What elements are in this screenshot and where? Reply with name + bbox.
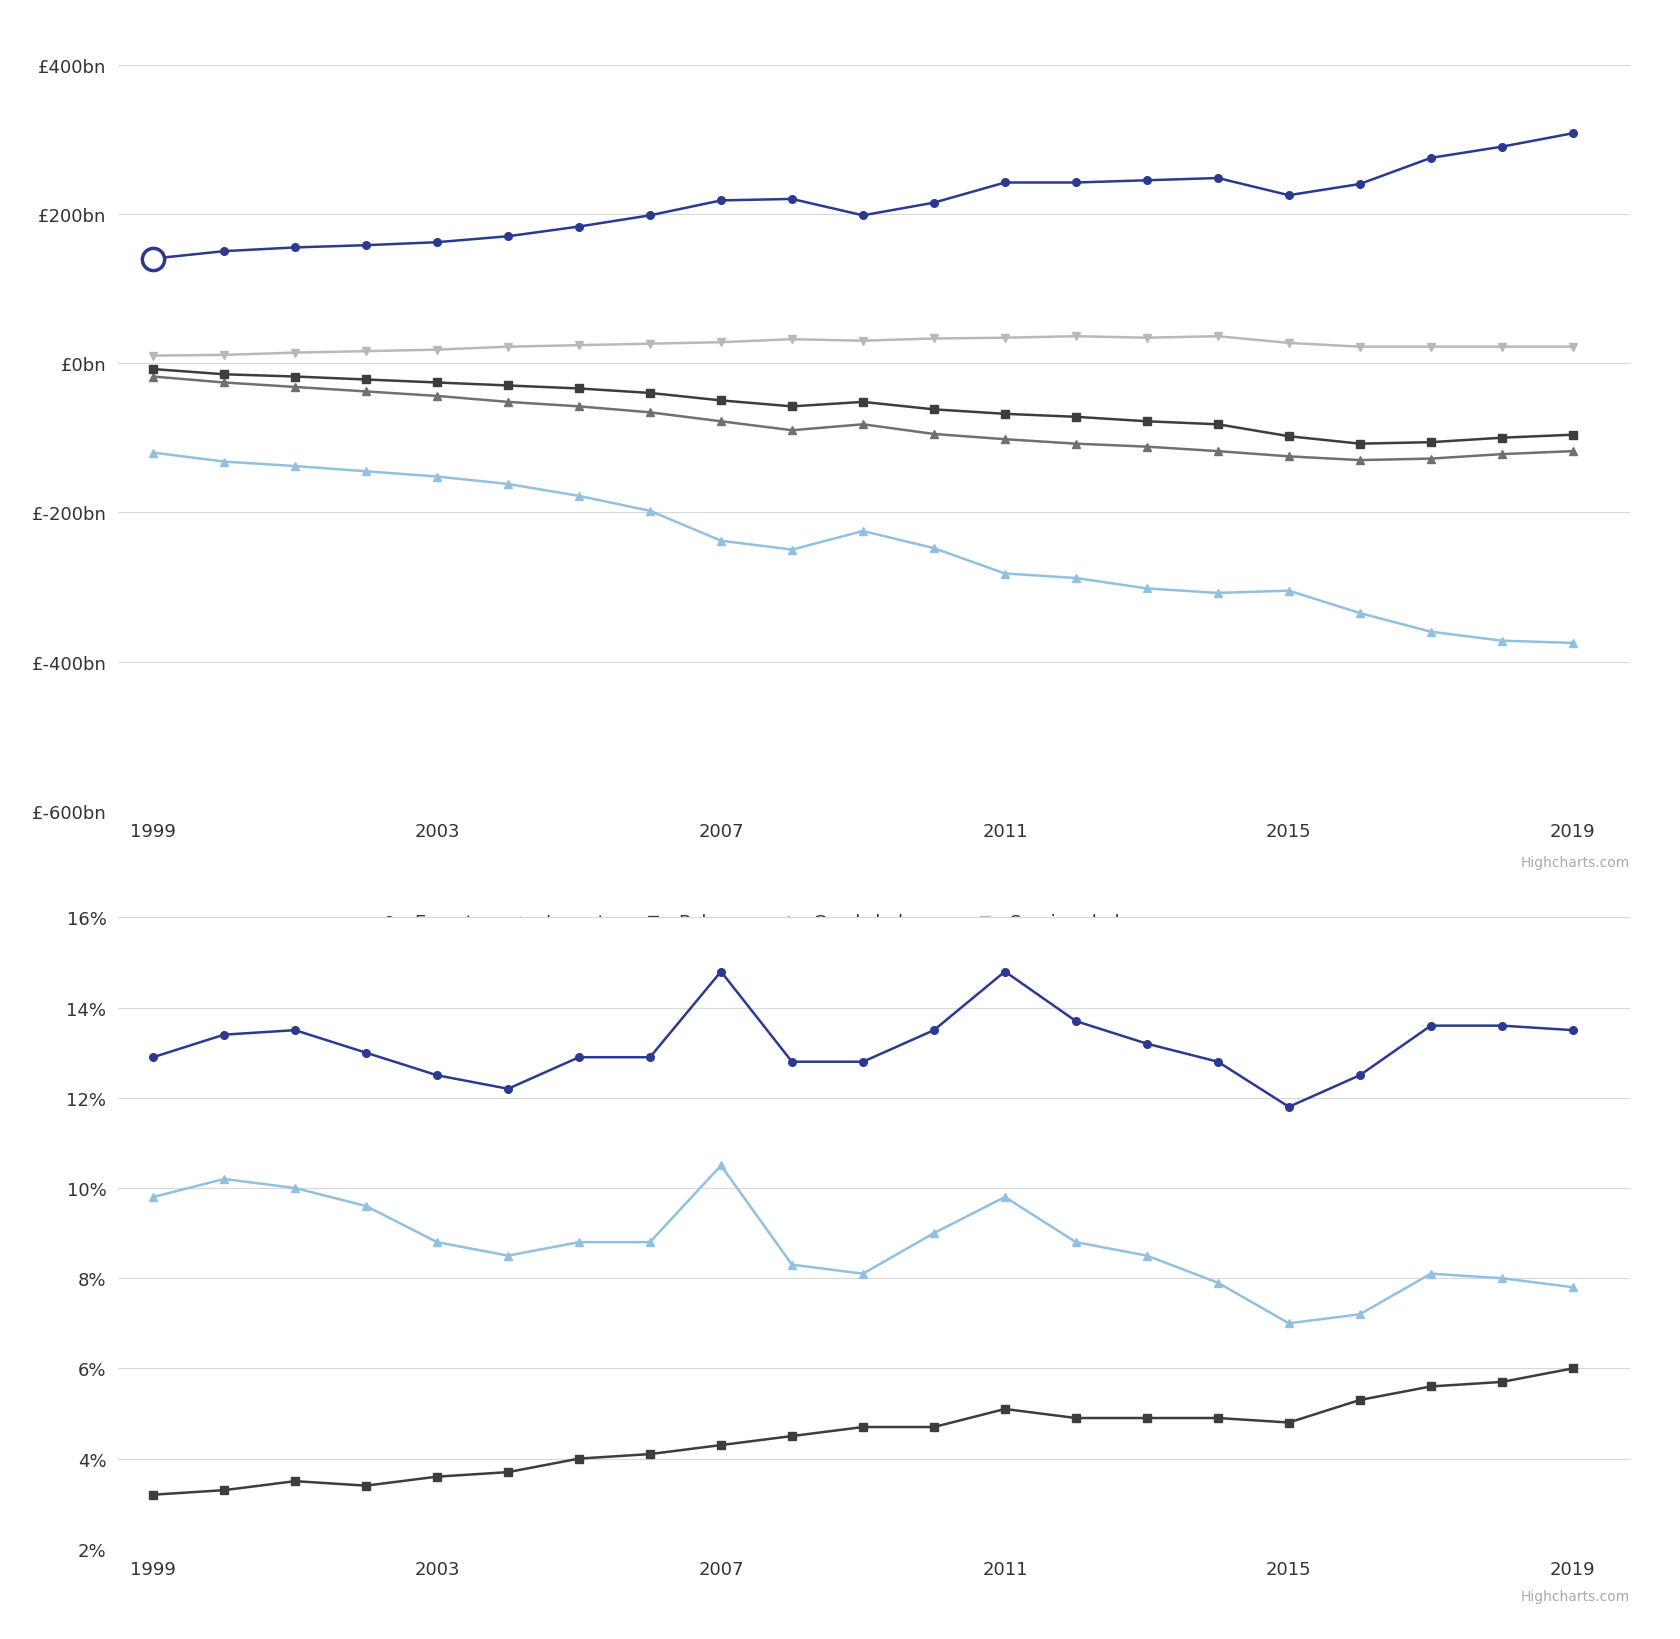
- Text: Highcharts.com: Highcharts.com: [1520, 1588, 1630, 1603]
- Text: Highcharts.com: Highcharts.com: [1520, 856, 1630, 870]
- Legend: Total exports as % of GDP, Goods exports as % of GDP, Services exports as % of G: Total exports as % of GDP, Goods exports…: [304, 1631, 1231, 1639]
- Legend: Exports, Imports, Balance, Goods balance, Services balance: Exports, Imports, Balance, Goods balance…: [365, 906, 1171, 939]
